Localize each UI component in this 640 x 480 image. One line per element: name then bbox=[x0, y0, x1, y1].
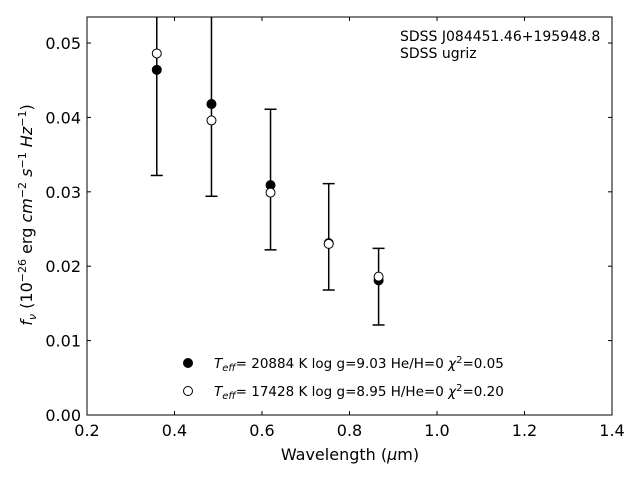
y-tick-label: 0.01 bbox=[45, 332, 81, 351]
x-tick-label: 1.2 bbox=[512, 421, 537, 440]
legend-marker-open bbox=[183, 386, 193, 396]
annotation-object-name: SDSS J084451.46+195948.8 bbox=[400, 29, 600, 45]
legend-marker-filled bbox=[183, 358, 193, 368]
y-tick-label: 0.00 bbox=[45, 406, 81, 425]
annotation-filter-set: SDSS ugriz bbox=[400, 46, 477, 62]
data-point-open bbox=[151, 48, 162, 59]
y-tick-label: 0.04 bbox=[45, 108, 81, 127]
data-point-filled bbox=[151, 64, 162, 75]
y-tick-label: 0.05 bbox=[45, 34, 81, 53]
data-point-filled bbox=[206, 99, 217, 110]
x-tick-label: 0.4 bbox=[162, 421, 187, 440]
legend: Teff= 20884 K log g=9.03 He/H=0 χ2=0.05 … bbox=[183, 355, 504, 402]
x-tick-label: 1.0 bbox=[424, 421, 449, 440]
data-point-open bbox=[373, 271, 384, 282]
x-tick-label: 0.8 bbox=[337, 421, 362, 440]
data-point-open bbox=[323, 238, 334, 249]
x-tick-label: 0.6 bbox=[249, 421, 274, 440]
y-axis-label: fν (10−26 erg cm−2 s−1 Hz−1) bbox=[16, 104, 39, 325]
y-tick-label: 0.03 bbox=[45, 183, 81, 202]
plot-frame bbox=[86, 16, 613, 416]
axis-ticks: 0.2 0.4 0.6 0.8 1.0 1.2 1.4 0.00 0.01 0.02 0.03 0.0… bbox=[45, 17, 625, 440]
data-point-open bbox=[206, 115, 217, 126]
y-tick-label: 0.02 bbox=[45, 257, 81, 276]
legend-entry-2: Teff= 17428 K log g=8.95 H/He=0 χ2=0.20 bbox=[214, 383, 504, 402]
legend-entry-1: Teff= 20884 K log g=9.03 He/H=0 χ2=0.05 bbox=[214, 355, 504, 374]
x-axis-label: Wavelength (μm) bbox=[281, 445, 419, 464]
x-tick-label: 0.2 bbox=[74, 421, 99, 440]
plot-marks bbox=[150, 17, 385, 326]
data-point-open bbox=[265, 187, 276, 198]
x-tick-label: 1.4 bbox=[599, 421, 624, 440]
